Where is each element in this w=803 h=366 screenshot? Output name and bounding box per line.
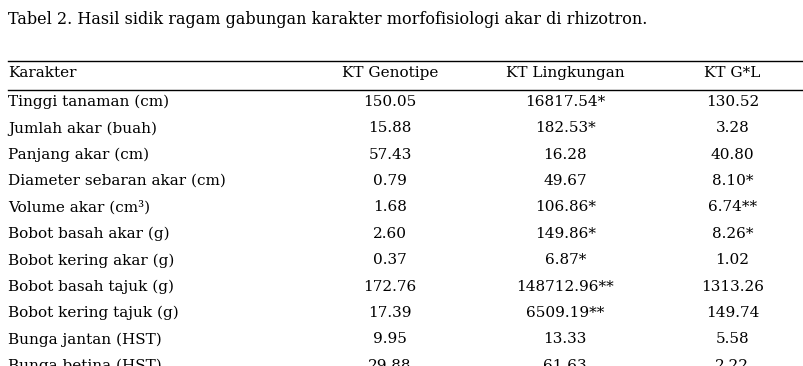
- Text: 0.37: 0.37: [373, 253, 406, 267]
- Text: 15.88: 15.88: [368, 122, 411, 135]
- Text: Bunga betina (HST): Bunga betina (HST): [8, 359, 161, 366]
- Text: 1313.26: 1313.26: [700, 280, 763, 294]
- Text: 2.60: 2.60: [373, 227, 406, 241]
- Text: 17.39: 17.39: [368, 306, 411, 320]
- Text: 1.68: 1.68: [373, 201, 406, 214]
- Text: 149.74: 149.74: [705, 306, 758, 320]
- Text: Bunga jantan (HST): Bunga jantan (HST): [8, 332, 161, 347]
- Text: Panjang akar (cm): Panjang akar (cm): [8, 148, 149, 162]
- Text: 13.33: 13.33: [543, 332, 586, 346]
- Text: Bobot kering akar (g): Bobot kering akar (g): [8, 253, 174, 268]
- Text: 172.76: 172.76: [363, 280, 416, 294]
- Text: 149.86*: 149.86*: [534, 227, 595, 241]
- Text: 57.43: 57.43: [368, 148, 411, 162]
- Text: Bobot kering tajuk (g): Bobot kering tajuk (g): [8, 306, 178, 320]
- Text: 182.53*: 182.53*: [534, 122, 595, 135]
- Text: 3.28: 3.28: [715, 122, 748, 135]
- Text: Volume akar (cm³): Volume akar (cm³): [8, 201, 150, 215]
- Text: 106.86*: 106.86*: [534, 201, 595, 214]
- Text: KT Genotipe: KT Genotipe: [341, 66, 438, 80]
- Text: 8.10*: 8.10*: [711, 174, 752, 188]
- Text: Bobot basah akar (g): Bobot basah akar (g): [8, 227, 169, 241]
- Text: 6.74**: 6.74**: [707, 201, 756, 214]
- Text: 130.52: 130.52: [705, 95, 758, 109]
- Text: 16.28: 16.28: [543, 148, 586, 162]
- Text: Jumlah akar (buah): Jumlah akar (buah): [8, 122, 157, 136]
- Text: Karakter: Karakter: [8, 66, 76, 80]
- Text: 61.63: 61.63: [543, 359, 586, 366]
- Text: 1.02: 1.02: [715, 253, 748, 267]
- Text: KT G*L: KT G*L: [703, 66, 760, 80]
- Text: KT Lingkungan: KT Lingkungan: [505, 66, 624, 80]
- Text: 8.26*: 8.26*: [711, 227, 752, 241]
- Text: 2.22: 2.22: [715, 359, 748, 366]
- Text: 0.79: 0.79: [373, 174, 406, 188]
- Text: Tinggi tanaman (cm): Tinggi tanaman (cm): [8, 95, 169, 109]
- Text: 9.95: 9.95: [373, 332, 406, 346]
- Text: Tabel 2. Hasil sidik ragam gabungan karakter morfofisiologi akar di rhizotron.: Tabel 2. Hasil sidik ragam gabungan kara…: [8, 11, 646, 28]
- Text: 6509.19**: 6509.19**: [525, 306, 604, 320]
- Text: 150.05: 150.05: [363, 95, 416, 109]
- Text: Bobot basah tajuk (g): Bobot basah tajuk (g): [8, 280, 173, 294]
- Text: 148712.96**: 148712.96**: [516, 280, 613, 294]
- Text: 49.67: 49.67: [543, 174, 586, 188]
- Text: 29.88: 29.88: [368, 359, 411, 366]
- Text: 16817.54*: 16817.54*: [524, 95, 605, 109]
- Text: 5.58: 5.58: [715, 332, 748, 346]
- Text: 40.80: 40.80: [710, 148, 753, 162]
- Text: 6.87*: 6.87*: [544, 253, 585, 267]
- Text: Diameter sebaran akar (cm): Diameter sebaran akar (cm): [8, 174, 226, 188]
